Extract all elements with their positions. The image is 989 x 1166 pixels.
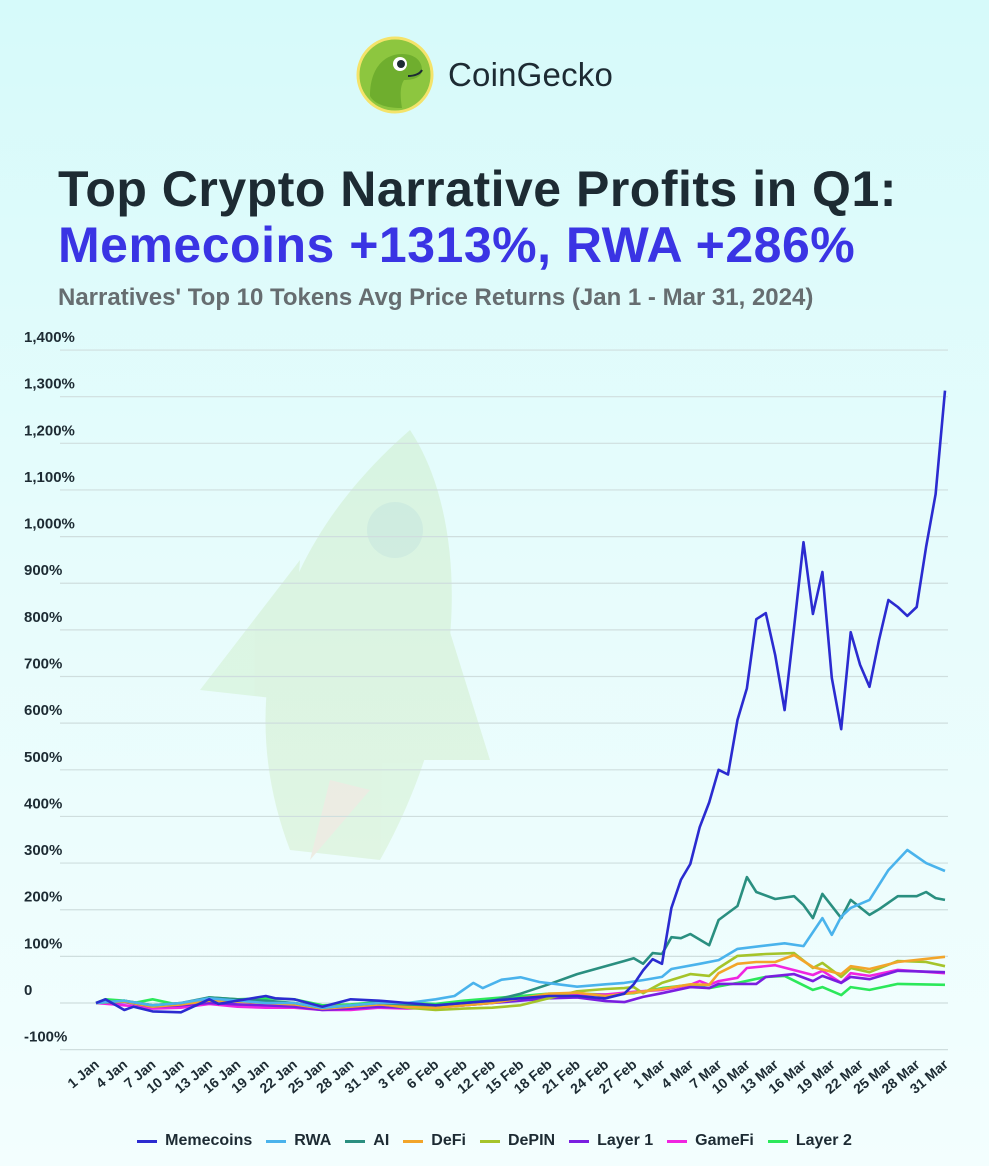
y-tick-label: 200% [24, 889, 62, 906]
legend-swatch [137, 1139, 158, 1143]
y-tick-label: 1,200% [24, 422, 75, 439]
y-tick-label: 0 [24, 982, 32, 999]
legend-swatch [479, 1139, 500, 1143]
y-tick-label: 1,400% [24, 329, 75, 346]
legend-swatch [767, 1139, 788, 1143]
legend-item-ai: AI [345, 1132, 389, 1150]
series-line-gamefi [95, 963, 946, 1012]
legend-label: Layer 2 [795, 1132, 852, 1149]
series-line-rwa [95, 848, 946, 1009]
series-line-layer-1 [95, 969, 946, 1012]
y-tick-label: 100% [24, 935, 62, 952]
legend-label: AI [373, 1132, 390, 1149]
legend-label: DePIN [507, 1132, 556, 1149]
legend-item-memecoins: Memecoins [137, 1132, 252, 1150]
legend-item-gamefi: GameFi [667, 1132, 754, 1150]
y-tick-label: 700% [24, 656, 62, 673]
y-tick-label: 1,100% [24, 469, 75, 486]
legend-label: GameFi [695, 1132, 754, 1149]
legend-label: Layer 1 [597, 1132, 654, 1149]
chart-title-line2: Memecoins +1313%, RWA +286% [58, 217, 856, 273]
legend-item-depin: DePIN [479, 1132, 556, 1150]
chart-subtitle: Narratives' Top 10 Tokens Avg Price Retu… [58, 284, 814, 311]
chart-title-line1: Top Crypto Narrative Profits in Q1: [58, 161, 897, 217]
x-tick-label: 1 Jan [64, 1056, 102, 1091]
x-tick-label: 6 Feb [403, 1056, 441, 1092]
gecko-icon [356, 36, 434, 114]
y-tick-label: 400% [24, 795, 62, 812]
legend-swatch [667, 1139, 688, 1143]
brand-name: CoinGecko [448, 56, 614, 93]
legend-label: DeFi [431, 1132, 466, 1149]
y-tick-label: 800% [24, 609, 62, 626]
x-tick-label: 4 Jan [93, 1056, 131, 1091]
y-tick-label: 1,000% [24, 516, 75, 533]
legend-item-layer-2: Layer 2 [767, 1132, 852, 1150]
legend-label: RWA [294, 1132, 332, 1149]
chart-legend: Memecoins RWA AI DeFi DePIN Layer 1 GameFi Laye… [0, 1132, 989, 1150]
coingecko-logo: CoinGecko [356, 36, 613, 114]
x-tick-label: 3 Feb [375, 1056, 413, 1092]
legend-item-layer-1: Layer 1 [569, 1132, 653, 1150]
y-tick-label: 500% [24, 749, 62, 766]
y-tick-label: 300% [24, 842, 62, 859]
series-line-memecoins [95, 390, 947, 1014]
legend-item-defi: DeFi [403, 1132, 466, 1150]
legend-item-rwa: RWA [266, 1132, 331, 1150]
y-tick-label: 600% [24, 702, 62, 719]
legend-swatch [569, 1139, 590, 1143]
legend-label: Memecoins [165, 1132, 253, 1149]
y-tick-label: 1,300% [24, 376, 75, 393]
y-tick-label: 900% [24, 562, 62, 579]
rocket-watermark-icon [200, 430, 490, 860]
legend-swatch [403, 1139, 424, 1143]
y-tick-label: -100% [24, 1029, 67, 1046]
legend-swatch [266, 1139, 287, 1143]
legend-swatch [345, 1139, 366, 1143]
